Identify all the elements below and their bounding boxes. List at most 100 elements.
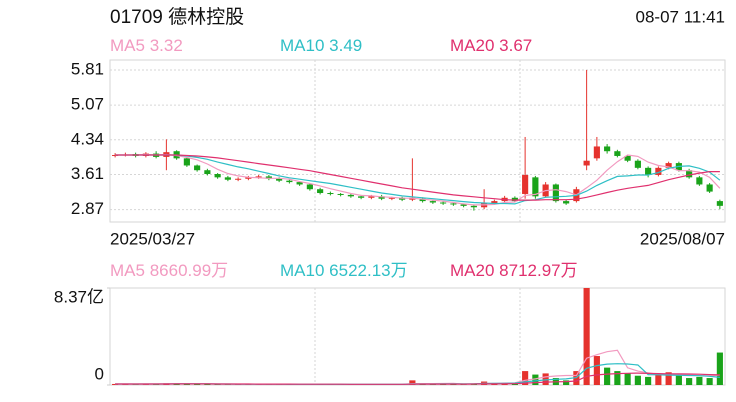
volume-bar bbox=[204, 384, 211, 385]
candle-body bbox=[696, 177, 703, 185]
volume-bar bbox=[604, 367, 611, 385]
volume-bar bbox=[696, 376, 703, 385]
legend-name: MA5 bbox=[110, 36, 145, 55]
candle-body bbox=[245, 177, 252, 179]
candle-body bbox=[276, 178, 283, 181]
candle-body bbox=[450, 203, 457, 205]
candle-body bbox=[214, 174, 221, 178]
legend-value: 3.49 bbox=[329, 36, 362, 55]
y-tick-label: 5.07 bbox=[71, 95, 104, 114]
timestamp: 08-07 11:41 bbox=[636, 7, 725, 26]
volume-bar bbox=[686, 378, 693, 385]
ma-line bbox=[115, 153, 721, 206]
ma-line bbox=[115, 372, 720, 385]
candle-body bbox=[522, 174, 529, 194]
volume-bar bbox=[409, 380, 416, 385]
legend-entry: MA10 6522.13万 bbox=[280, 261, 408, 280]
candle-body bbox=[706, 184, 713, 192]
candle-body bbox=[368, 196, 375, 198]
candle-body bbox=[491, 201, 498, 204]
candle-body bbox=[378, 196, 385, 199]
candle-body bbox=[552, 184, 559, 202]
candle-body bbox=[686, 170, 693, 178]
candle-body bbox=[265, 176, 272, 179]
candle-body bbox=[255, 176, 262, 178]
legend-value: 8712.97万 bbox=[499, 261, 577, 280]
candle-body bbox=[593, 146, 600, 159]
x-tick-label: 2025/08/07 bbox=[640, 229, 725, 248]
candle-body bbox=[327, 193, 334, 195]
y-tick-label: 5.81 bbox=[71, 59, 104, 78]
y-tick-label: 2.87 bbox=[71, 199, 104, 218]
legend-value: 3.32 bbox=[150, 36, 183, 55]
candle-body bbox=[604, 146, 611, 152]
candle-body bbox=[583, 160, 590, 166]
volume-bar bbox=[614, 371, 621, 385]
price-frame bbox=[109, 59, 726, 223]
candle-body bbox=[655, 167, 662, 175]
candle-body bbox=[440, 202, 447, 204]
volume-bar bbox=[583, 288, 590, 385]
y-tick-label: 8.37亿 bbox=[54, 287, 104, 306]
candle-body bbox=[460, 204, 467, 206]
legend-name: MA5 bbox=[110, 261, 145, 280]
candle-body bbox=[337, 193, 344, 195]
candle-body bbox=[347, 194, 354, 197]
candle-body bbox=[419, 198, 426, 202]
legend-entry: MA20 3.67 bbox=[450, 36, 532, 55]
candle-body bbox=[358, 196, 365, 198]
candle-body bbox=[296, 182, 303, 185]
volume-bar bbox=[532, 374, 539, 385]
volume-bar bbox=[645, 376, 652, 385]
legend-name: MA10 bbox=[280, 261, 324, 280]
legend-value: 8660.99万 bbox=[150, 261, 228, 280]
volume-bar bbox=[706, 378, 713, 385]
volume-bar bbox=[675, 374, 682, 385]
candle-body bbox=[665, 163, 672, 168]
volume-bar bbox=[624, 373, 631, 385]
candle-body bbox=[317, 189, 324, 194]
candle-body bbox=[306, 184, 313, 190]
legend-name: MA10 bbox=[280, 36, 324, 55]
candle-body bbox=[624, 155, 631, 161]
volume-bar bbox=[563, 380, 570, 385]
legend-name: MA20 bbox=[450, 261, 494, 280]
volume-frame bbox=[109, 287, 726, 386]
volume-bar bbox=[194, 384, 201, 385]
volume-bar bbox=[593, 356, 600, 385]
legend-entry: MA20 8712.97万 bbox=[450, 261, 578, 280]
candle-body bbox=[511, 197, 518, 202]
candle-body bbox=[563, 201, 570, 204]
candle-body bbox=[388, 197, 395, 199]
legend-value: 6522.13万 bbox=[329, 261, 407, 280]
candle-body bbox=[470, 205, 477, 208]
legend-value: 3.67 bbox=[499, 36, 532, 55]
legend-name: MA20 bbox=[450, 36, 494, 55]
volume-bar bbox=[716, 352, 723, 385]
candle-body bbox=[645, 167, 652, 175]
volume-bar bbox=[655, 374, 662, 385]
ma-line bbox=[115, 154, 721, 205]
candle-body bbox=[204, 170, 211, 175]
volume-bar bbox=[542, 373, 549, 385]
legend-entry: MA5 8660.99万 bbox=[110, 261, 228, 280]
candle-body bbox=[532, 177, 539, 197]
candle-body bbox=[183, 158, 190, 166]
y-tick-label: 3.61 bbox=[71, 164, 104, 183]
candle-body bbox=[716, 201, 723, 206]
candle-body bbox=[235, 178, 242, 180]
legend-entry: MA10 3.49 bbox=[280, 36, 362, 55]
candle-body bbox=[194, 165, 201, 171]
volume-bar bbox=[522, 371, 529, 385]
candle-body bbox=[634, 160, 641, 168]
volume-bar bbox=[665, 372, 672, 385]
y-tick-label: 4.34 bbox=[71, 129, 104, 148]
y-tick-label: 0 bbox=[95, 364, 104, 383]
candle-body bbox=[224, 177, 231, 180]
candle-body bbox=[286, 180, 293, 183]
candle-body bbox=[429, 201, 436, 203]
volume-bar bbox=[214, 384, 221, 385]
candle-body bbox=[614, 151, 621, 156]
